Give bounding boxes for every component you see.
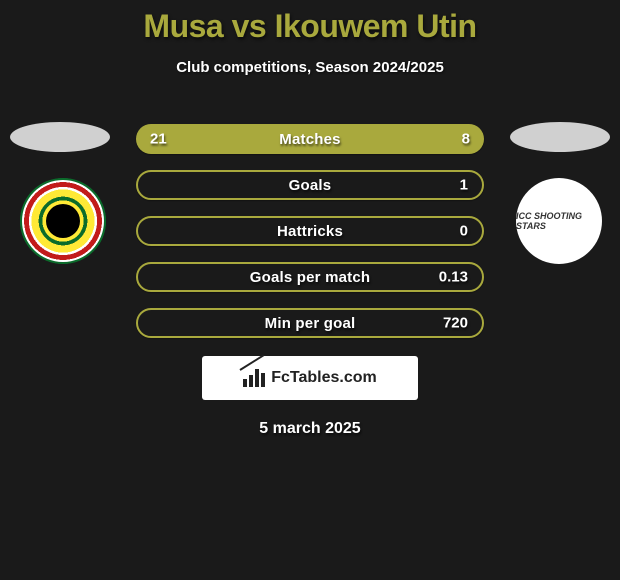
date-label: 5 march 2025 [136, 420, 484, 438]
stat-right-value: 1 [460, 177, 468, 194]
club-badge-left [20, 178, 106, 264]
subtitle: Club competitions, Season 2024/2025 [0, 59, 620, 76]
stat-label: Matches [279, 131, 340, 148]
page-title: Musa vs Ikouwem Utin [0, 0, 620, 45]
stats-panel: 21 Matches 8 Goals 1 Hattricks 0 Goals p… [136, 124, 484, 438]
stat-row-goals: Goals 1 [136, 170, 484, 200]
chart-icon [243, 369, 265, 387]
player-avatar-left [10, 122, 110, 152]
comparison-card: Musa vs Ikouwem Utin Club competitions, … [0, 0, 620, 580]
brand-badge[interactable]: FcTables.com [202, 356, 418, 400]
stat-right-value: 720 [443, 315, 468, 332]
stat-label: Goals per match [250, 269, 371, 286]
stat-label: Min per goal [265, 315, 356, 332]
stat-row-goals-per-match: Goals per match 0.13 [136, 262, 484, 292]
stat-row-min-per-goal: Min per goal 720 [136, 308, 484, 338]
stat-row-matches: 21 Matches 8 [136, 124, 484, 154]
stat-right-value: 0.13 [439, 269, 468, 286]
stat-label: Hattricks [277, 223, 343, 240]
stat-row-hattricks: Hattricks 0 [136, 216, 484, 246]
club-badge-right: ICC SHOOTING STARS [516, 178, 602, 264]
brand-text: FcTables.com [271, 369, 377, 387]
stat-label: Goals [289, 177, 332, 194]
stat-right-value: 0 [460, 223, 468, 240]
stat-right-value: 8 [462, 131, 470, 148]
player-avatar-right [510, 122, 610, 152]
club-right-text: ICC SHOOTING STARS [516, 211, 602, 231]
stat-left-value: 21 [150, 131, 167, 148]
